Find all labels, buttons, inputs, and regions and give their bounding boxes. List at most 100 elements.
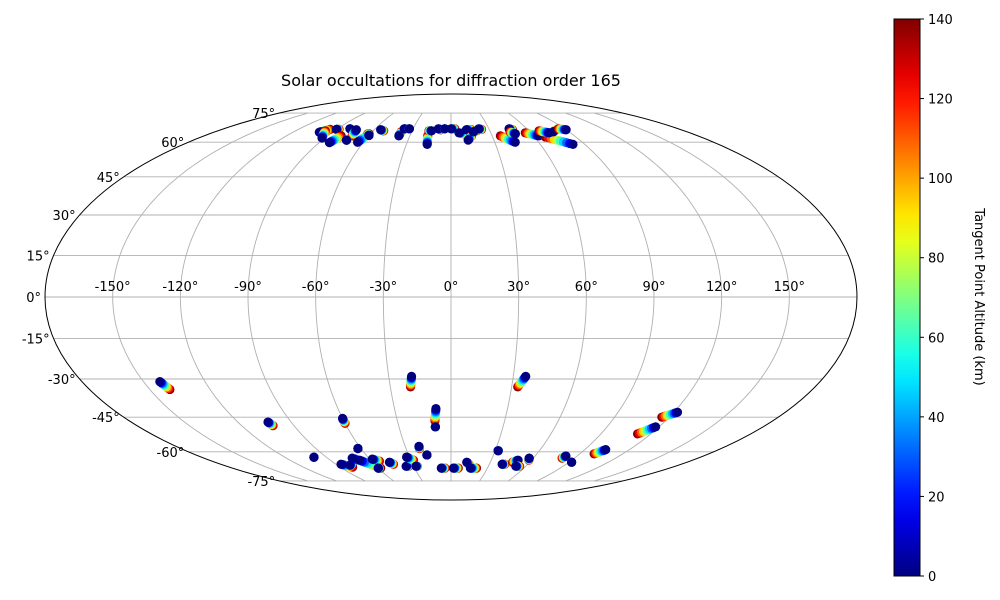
colorbar-ticks: 0 20 40 60 80 100 120 140	[920, 13, 953, 585]
lon-tick-label: 150°	[774, 280, 805, 295]
lat-tick-label: -30°	[48, 373, 76, 388]
occultation-track	[474, 124, 487, 134]
occultation-track	[404, 124, 414, 134]
graticule-meridian	[479, 112, 520, 482]
occultation-track	[497, 459, 510, 469]
data-point	[367, 454, 377, 464]
data-point	[364, 130, 374, 141]
occultation-track	[376, 125, 389, 136]
occultation-track	[422, 450, 432, 460]
occultation-track	[440, 124, 450, 134]
data-point	[353, 443, 363, 454]
data-point	[463, 135, 473, 145]
data-point	[446, 124, 456, 134]
data-point	[422, 139, 432, 149]
data-point	[355, 455, 365, 465]
data-point	[352, 137, 363, 147]
occultation-track	[495, 131, 520, 147]
occultation-track	[589, 445, 611, 459]
lon-tick-label: 60°	[575, 280, 598, 295]
data-point	[521, 371, 531, 381]
occultation-track	[155, 377, 175, 395]
graticule-meridian	[247, 112, 366, 482]
occultation-track	[465, 463, 482, 473]
map-frame	[44, 93, 858, 501]
lat-tick-label: -15°	[22, 333, 50, 348]
graticule-meridian	[315, 112, 394, 482]
graticule-meridian	[536, 112, 655, 482]
occultation-track	[401, 461, 414, 471]
occultation-track	[405, 371, 417, 392]
occultation-track	[353, 443, 363, 454]
data-point	[263, 417, 273, 427]
lat-tick-label: 60°	[161, 136, 184, 151]
occultation-track	[367, 454, 384, 466]
data-point	[448, 463, 459, 473]
data-point	[384, 457, 394, 467]
occultation-track	[324, 131, 346, 148]
colorbar-tick-label: 40	[928, 411, 945, 426]
data-point	[317, 133, 327, 143]
occultation-track	[309, 452, 319, 462]
lat-tick-label: -45°	[92, 411, 120, 426]
occultation-track	[422, 131, 433, 149]
data-point	[411, 461, 421, 471]
data-point	[337, 413, 348, 423]
data-point	[497, 459, 507, 469]
data-point	[331, 124, 342, 134]
data-point	[511, 461, 521, 471]
colorbar-tick-label: 100	[928, 172, 953, 187]
colorbar-tick-label: 140	[928, 13, 953, 28]
occultation-track	[513, 371, 531, 392]
data-point	[376, 125, 386, 135]
occultation-track	[448, 463, 463, 473]
occultation-track	[446, 124, 460, 134]
occultation-track	[430, 422, 440, 432]
data-point	[336, 459, 346, 469]
lat-tick-label: -60°	[157, 446, 185, 461]
data-point	[510, 129, 521, 139]
lat-tick-label: 45°	[97, 171, 120, 186]
data-point	[373, 463, 383, 473]
colorbar-tick-label: 120	[928, 93, 953, 108]
data-point	[394, 131, 404, 141]
data-point	[155, 377, 165, 387]
occultation-track	[402, 452, 419, 465]
data-point	[401, 461, 411, 471]
occultation-track	[363, 129, 374, 141]
graticule-meridian	[508, 112, 587, 482]
data-point	[351, 125, 361, 135]
occultation-track	[414, 441, 425, 454]
lon-tick-label: -150°	[95, 280, 131, 295]
occultation-track	[505, 127, 521, 139]
data-point	[402, 452, 412, 462]
latitude-tick-labels: -75° -60° -45° -30° -15° 0° 15° 30° 45° 60° 75°	[22, 107, 275, 490]
colorbar-tick-label: 60	[928, 331, 945, 346]
lon-tick-label: -120°	[162, 280, 198, 295]
colorbar-tick-label: 80	[928, 252, 945, 267]
occultation-track	[341, 135, 352, 145]
data-point	[347, 453, 357, 463]
occultation-track	[566, 457, 577, 467]
occultation-track	[411, 461, 422, 471]
lon-tick-label: 30°	[507, 280, 530, 295]
lat-tick-label: 0°	[26, 291, 41, 306]
occultation-track	[384, 457, 399, 469]
data-point	[672, 407, 683, 417]
occultation-track	[430, 403, 441, 426]
colorbar: 0 20 40 60 80 100 120 140 Tangent Point Altitud…	[893, 13, 986, 585]
occultation-track	[524, 453, 534, 465]
lat-tick-label: 15°	[27, 249, 50, 264]
data-points	[155, 124, 683, 473]
data-point	[404, 124, 414, 134]
data-point	[461, 125, 471, 135]
occultation-track	[337, 413, 350, 428]
data-point	[510, 137, 520, 147]
colorbar-label: Tangent Point Altitude (km)	[971, 207, 986, 385]
graticule-meridian	[179, 112, 337, 482]
lon-tick-label: 90°	[642, 280, 665, 295]
occultation-track	[657, 407, 683, 422]
lon-tick-label: 120°	[706, 280, 737, 295]
colorbar-tick-label: 0	[928, 570, 936, 585]
